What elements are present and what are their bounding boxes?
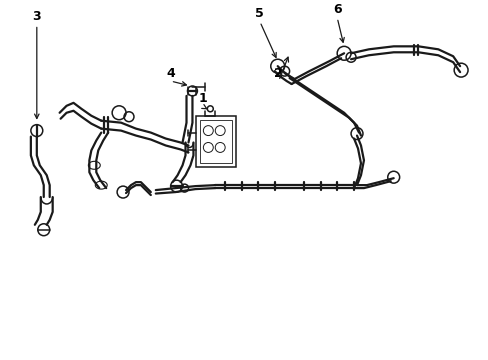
- Text: 4: 4: [166, 67, 175, 80]
- Bar: [200, 120, 232, 163]
- Text: 3: 3: [32, 10, 41, 23]
- Bar: [196, 116, 236, 167]
- Text: 5: 5: [255, 7, 264, 20]
- Text: 1: 1: [199, 93, 207, 105]
- Text: 6: 6: [332, 3, 341, 16]
- Text: 2: 2: [274, 67, 283, 80]
